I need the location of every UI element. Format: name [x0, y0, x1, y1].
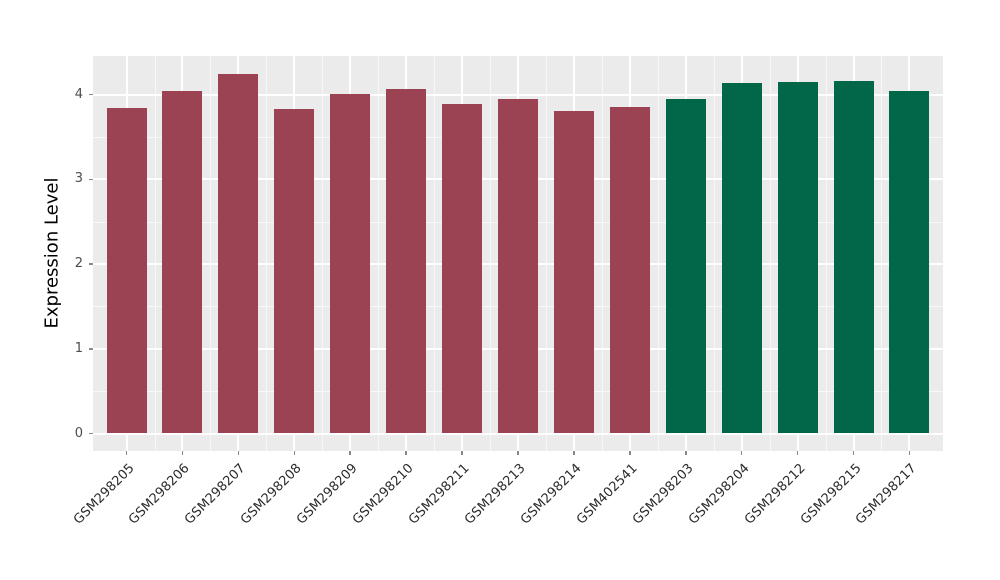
bar-GSM298217 [889, 91, 930, 434]
x-axis-tick-label-GSM298207: GSM298207 [182, 461, 249, 528]
v-gridline-minor [825, 56, 827, 451]
v-gridline-minor [266, 56, 268, 451]
x-axis-tick-label-GSM298214: GSM298214 [517, 461, 585, 528]
y-axis-tick [89, 263, 93, 265]
x-axis-tick-label-GSM298212: GSM298212 [741, 461, 809, 528]
bar-GSM298213 [498, 98, 538, 434]
y-axis-tick-label: 4 [74, 86, 83, 102]
bar-GSM298205 [106, 108, 147, 434]
x-axis-tick [125, 451, 128, 455]
v-gridline-minor [657, 56, 659, 451]
v-gridline-minor [210, 56, 212, 451]
x-axis-tick [293, 451, 296, 455]
y-axis-tick-label: 0 [74, 425, 83, 441]
x-axis-tick [629, 451, 631, 455]
y-axis-tick-label: 1 [74, 340, 83, 356]
bar-GSM298206 [162, 91, 203, 434]
x-axis-tick [852, 451, 855, 455]
v-gridline-minor [154, 56, 156, 451]
v-gridline-minor [434, 56, 436, 451]
x-axis-tick [908, 451, 911, 455]
v-gridline-minor [545, 56, 547, 451]
x-axis-tick-label-GSM298208: GSM298208 [238, 461, 305, 528]
x-axis-tick-label-GSM298204: GSM298204 [685, 461, 753, 528]
v-gridline-minor [713, 56, 715, 451]
x-axis-tick-label-GSM298211: GSM298211 [406, 461, 473, 528]
bar-GSM298209 [330, 93, 371, 434]
bar-GSM298204 [721, 83, 762, 434]
bar-GSM298212 [777, 81, 818, 434]
y-axis-tick [89, 432, 93, 435]
y-axis-tick [89, 178, 93, 180]
v-gridline-minor [490, 56, 492, 451]
x-axis-tick-label-GSM298209: GSM298209 [294, 461, 361, 528]
y-axis-tick [89, 348, 93, 350]
x-axis-tick [461, 451, 463, 455]
y-axis-tick-label: 3 [74, 171, 83, 187]
x-axis-tick [685, 451, 687, 455]
x-axis-tick-label-GSM298206: GSM298206 [126, 461, 194, 528]
x-axis-tick [573, 451, 575, 455]
x-axis-tick [796, 451, 799, 455]
x-axis-tick [517, 451, 519, 455]
x-axis-tick [349, 451, 351, 455]
bar-GSM298214 [553, 111, 594, 434]
x-axis-tick [405, 451, 407, 455]
bar-GSM298208 [274, 108, 315, 434]
y-axis-title-text: Expression Level [41, 177, 63, 329]
plot-panel [93, 56, 943, 451]
x-axis-tick [237, 451, 240, 455]
x-axis-tick-label-GSM298213: GSM298213 [462, 461, 529, 528]
v-gridline-minor [769, 56, 771, 451]
x-axis-tick-label-GSM298215: GSM298215 [797, 461, 865, 528]
v-gridline-minor [881, 56, 883, 451]
v-gridline-minor [601, 56, 603, 451]
bar-GSM298203 [665, 98, 706, 434]
bar-GSM298215 [833, 80, 874, 434]
y-axis-tick [89, 93, 93, 96]
x-axis-tick [181, 451, 184, 455]
bar-GSM402541 [609, 107, 650, 434]
x-axis-tick [740, 451, 743, 455]
x-axis-tick-label-GSM298205: GSM298205 [70, 461, 138, 528]
x-axis-tick-label-GSM298210: GSM298210 [350, 461, 417, 528]
bar-GSM298207 [218, 74, 259, 434]
v-gridline-minor [322, 56, 324, 451]
y-axis-tick-label: 2 [74, 256, 83, 271]
x-axis-tick-label-GSM298203: GSM298203 [629, 461, 697, 528]
bar-GSM298211 [442, 103, 483, 434]
v-gridline-minor [378, 56, 380, 451]
x-axis-tick-label-GSM402541: GSM402541 [573, 461, 641, 528]
bar-GSM298210 [386, 88, 427, 434]
x-axis-tick-label-GSM298217: GSM298217 [853, 461, 921, 528]
